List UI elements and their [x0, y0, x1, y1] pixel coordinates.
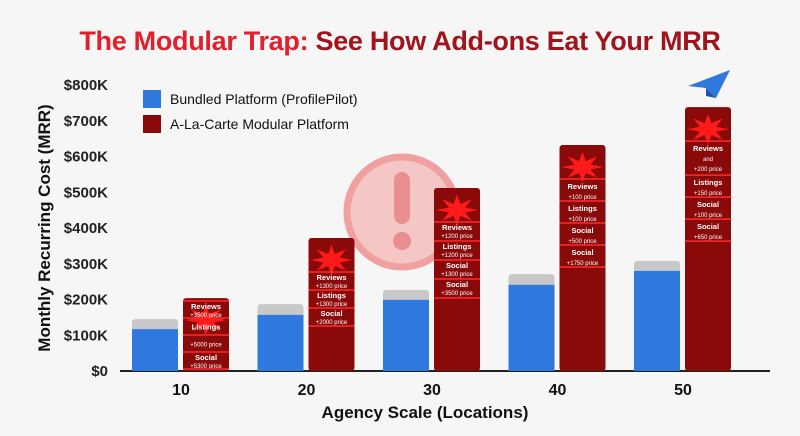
addon-label: Listings [192, 323, 221, 332]
chart-title: The Modular Trap: See How Add-ons Eat Yo… [79, 26, 721, 56]
x-tick-label: 40 [549, 382, 567, 399]
x-tick-label: 20 [298, 382, 316, 399]
x-tick-label: 10 [172, 382, 190, 399]
x-tick-label: 50 [674, 382, 692, 399]
bundled-bar [508, 284, 555, 371]
y-tick-label: $100K [64, 327, 108, 344]
legend: Bundled Platform (ProfilePilot) A-La-Car… [143, 90, 358, 133]
bundled-bar [383, 299, 429, 371]
paper-plane-icon [688, 70, 730, 98]
addon-label: Social [697, 200, 719, 209]
x-axis-label: Agency Scale (Locations) [322, 403, 529, 422]
addon-label: Listings [568, 204, 597, 213]
addon-label: and [703, 157, 713, 163]
warning-icon [343, 153, 461, 271]
addon-label: +1200 price [441, 234, 473, 240]
addon-label: Reviews [442, 223, 472, 232]
addon-label: Social [195, 353, 217, 362]
y-tick-label: $0 [91, 363, 108, 380]
explosion-icon [436, 194, 478, 226]
addon-label: +5000 price [190, 343, 222, 349]
addon-label: Social [320, 309, 342, 318]
modular-bar [308, 238, 355, 371]
addon-label: +100 price [694, 213, 723, 219]
explosion-icon [687, 114, 729, 145]
addon-label: +200 price [694, 167, 723, 173]
explosion-icon [561, 151, 604, 183]
y-tick-label: $600K [64, 149, 108, 166]
bundled-bar [132, 329, 178, 371]
addon-label: Listings [694, 178, 723, 187]
addon-label: Reviews [191, 302, 221, 311]
addon-label: Social [446, 280, 468, 289]
addon-label: +3500 price [441, 291, 473, 297]
addon-label: +650 price [694, 235, 723, 241]
addon-label: +5300 price [190, 364, 222, 370]
addon-label: Reviews [693, 144, 723, 153]
addon-label: +1200 price [441, 253, 473, 259]
modular-bar [685, 107, 731, 371]
legend-label-bundled: Bundled Platform (ProfilePilot) [170, 91, 358, 107]
addon-label: Reviews [567, 182, 597, 191]
legend-swatch-modular [143, 115, 161, 133]
y-tick-label: $200K [64, 292, 108, 309]
addon-label: Social [571, 248, 593, 257]
addon-label: Social [697, 222, 719, 231]
addon-label: +100 price [568, 217, 597, 223]
explosion-icon [185, 304, 227, 336]
y-tick-label: $500K [64, 184, 108, 201]
y-tick-label: $700K [64, 113, 108, 130]
bundled-bar [634, 270, 680, 371]
addon-label: +1300 price [316, 302, 348, 308]
addon-label: +150 price [694, 191, 723, 197]
addon-label: +2000 price [316, 320, 348, 326]
addon-label: Social [446, 261, 468, 270]
addon-label: +1300 price [441, 272, 473, 278]
addon-label: +1300 price [316, 284, 348, 290]
y-tick-label: $800K [64, 77, 108, 94]
bundled-bar [257, 314, 304, 371]
x-tick-label: 30 [423, 382, 441, 399]
addon-label: Listings [443, 242, 472, 251]
addon-label: +100 price [568, 195, 597, 201]
legend-swatch-bundled [143, 90, 161, 108]
addon-label: Reviews [316, 273, 346, 282]
y-tick-label: $300K [64, 256, 108, 273]
y-axis-label: Monthly Recurring Cost (MRR) [35, 104, 54, 351]
legend-label-modular: A-La-Carte Modular Platform [170, 116, 349, 132]
addon-label: +1750 price [567, 261, 599, 267]
addon-label: Listings [317, 291, 346, 300]
addon-label: +3500 price [190, 313, 222, 319]
addon-label: Social [571, 226, 593, 235]
addon-label: +500 price [568, 239, 597, 245]
y-tick-label: $400K [64, 220, 108, 237]
explosion-icon [310, 244, 353, 276]
